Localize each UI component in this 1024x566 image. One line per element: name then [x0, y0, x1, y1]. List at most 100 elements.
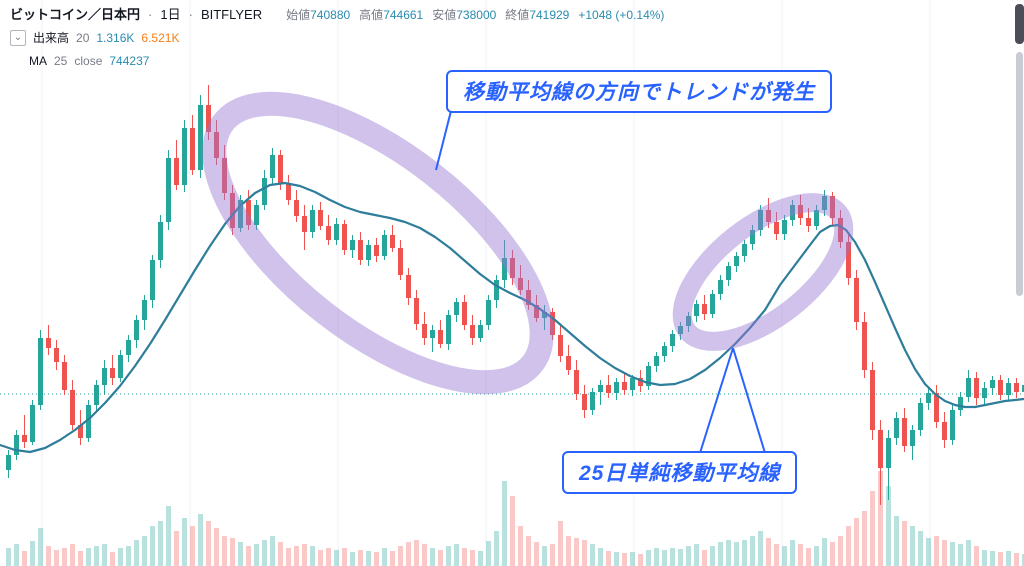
- volume-bar: [494, 531, 499, 566]
- candle-body: [878, 430, 883, 468]
- indicator-collapse-icon[interactable]: ⌄: [10, 30, 26, 46]
- volume-bar: [726, 540, 731, 566]
- volume-bar: [894, 516, 899, 566]
- high-label: 高値: [359, 7, 384, 22]
- volume-bar: [766, 538, 771, 566]
- candle-body: [86, 405, 91, 438]
- candle-body: [390, 235, 395, 248]
- exchange-name[interactable]: BITFLYER: [200, 7, 263, 22]
- volume-bar: [774, 544, 779, 566]
- candle-body: [478, 325, 483, 338]
- candle-body: [318, 210, 323, 226]
- candle-body: [150, 260, 155, 300]
- volume-bar: [606, 551, 611, 566]
- volume-bar: [406, 542, 411, 566]
- volume-bar: [790, 540, 795, 566]
- callout-pointer-line: [435, 106, 453, 171]
- volume-bar: [334, 550, 339, 566]
- candle-body: [814, 210, 819, 226]
- volume-bar: [278, 542, 283, 566]
- ma-indicator-label[interactable]: MA: [29, 54, 47, 68]
- candle-body: [454, 302, 459, 315]
- volume-bar: [622, 553, 627, 566]
- volume-bar: [78, 551, 83, 566]
- candle-body: [350, 240, 355, 250]
- interval-button[interactable]: 1日: [160, 7, 181, 22]
- volume-bar: [862, 511, 867, 566]
- volume-bar: [798, 544, 803, 566]
- candle-body: [22, 435, 27, 442]
- candle-body: [326, 226, 331, 240]
- volume-bar: [54, 550, 59, 566]
- candle-body: [310, 210, 315, 232]
- candle-body: [382, 235, 387, 256]
- volume-bar: [414, 540, 419, 566]
- candle-body: [574, 370, 579, 394]
- highlight-ellipse[interactable]: [659, 177, 867, 368]
- candle-body: [598, 385, 603, 392]
- volume-bar: [926, 538, 931, 566]
- candle-body: [262, 178, 267, 205]
- candle-body: [798, 205, 803, 218]
- volume-bar: [1014, 553, 1019, 566]
- candle-body: [910, 430, 915, 446]
- volume-bar: [750, 536, 755, 566]
- candle-body: [670, 334, 675, 346]
- candle-body: [934, 393, 939, 422]
- volume-bar: [942, 540, 947, 566]
- volume-bar: [358, 550, 363, 566]
- volume-bar: [806, 548, 811, 566]
- scrollbar-thumb[interactable]: [1016, 52, 1023, 296]
- candle-body: [774, 222, 779, 234]
- candle-body: [790, 205, 795, 220]
- candle-body: [718, 280, 723, 294]
- callout-trend-label[interactable]: 移動平均線の方向でトレンドが発生: [446, 70, 832, 113]
- ma-25-line[interactable]: [0, 181, 1024, 454]
- volume-bar: [902, 521, 907, 566]
- volume-bar: [686, 546, 691, 566]
- volume-bar: [310, 546, 315, 566]
- volume-bar: [238, 542, 243, 566]
- candle-body: [862, 322, 867, 370]
- candle-body: [678, 326, 683, 334]
- volume-bar: [430, 548, 435, 566]
- scrollbar-thumb-dark[interactable]: [1015, 4, 1024, 44]
- candle-body: [542, 312, 547, 318]
- candle-body: [142, 300, 147, 320]
- candle-body: [1006, 383, 1011, 395]
- volume-bar: [182, 518, 187, 566]
- candle-body: [206, 105, 211, 132]
- volume-bar: [782, 546, 787, 566]
- chart-legend: ビットコイン／日本円 · 1日 · BITFLYER 始値 740880 高値 74…: [10, 8, 664, 76]
- callout-pointer-line: [732, 347, 766, 454]
- volume-bar: [374, 552, 379, 566]
- candle-body: [846, 242, 851, 278]
- candle-body: [694, 304, 699, 316]
- symbol-header-row: ビットコイン／日本円 · 1日 · BITFLYER 始値 740880 高値 74…: [10, 8, 664, 21]
- volume-value: 1.316K: [96, 31, 135, 45]
- volume-bar: [326, 548, 331, 566]
- candle-body: [550, 312, 555, 335]
- symbol-name[interactable]: ビットコイン／日本円: [10, 7, 141, 22]
- candle-body: [118, 355, 123, 378]
- callout-ma-label[interactable]: 25日単純移動平均線: [562, 451, 798, 494]
- candle-body: [822, 196, 827, 210]
- highlight-ellipse[interactable]: [169, 53, 586, 433]
- candle-body: [582, 394, 587, 410]
- candle-body: [422, 324, 427, 338]
- volume-bar: [878, 471, 883, 566]
- candle-body: [1022, 385, 1024, 392]
- candle-body: [502, 258, 507, 280]
- volume-bar: [670, 548, 675, 566]
- candle-body: [622, 382, 627, 390]
- volume-bar: [158, 521, 163, 566]
- volume-bar: [710, 546, 715, 566]
- candle-body: [6, 455, 11, 470]
- candle-body: [134, 320, 139, 340]
- volume-bar: [846, 526, 851, 566]
- candle-body: [190, 128, 195, 170]
- candle-body: [918, 403, 923, 430]
- volume-bar: [638, 554, 643, 566]
- volume-indicator-label[interactable]: 出来高: [33, 31, 70, 45]
